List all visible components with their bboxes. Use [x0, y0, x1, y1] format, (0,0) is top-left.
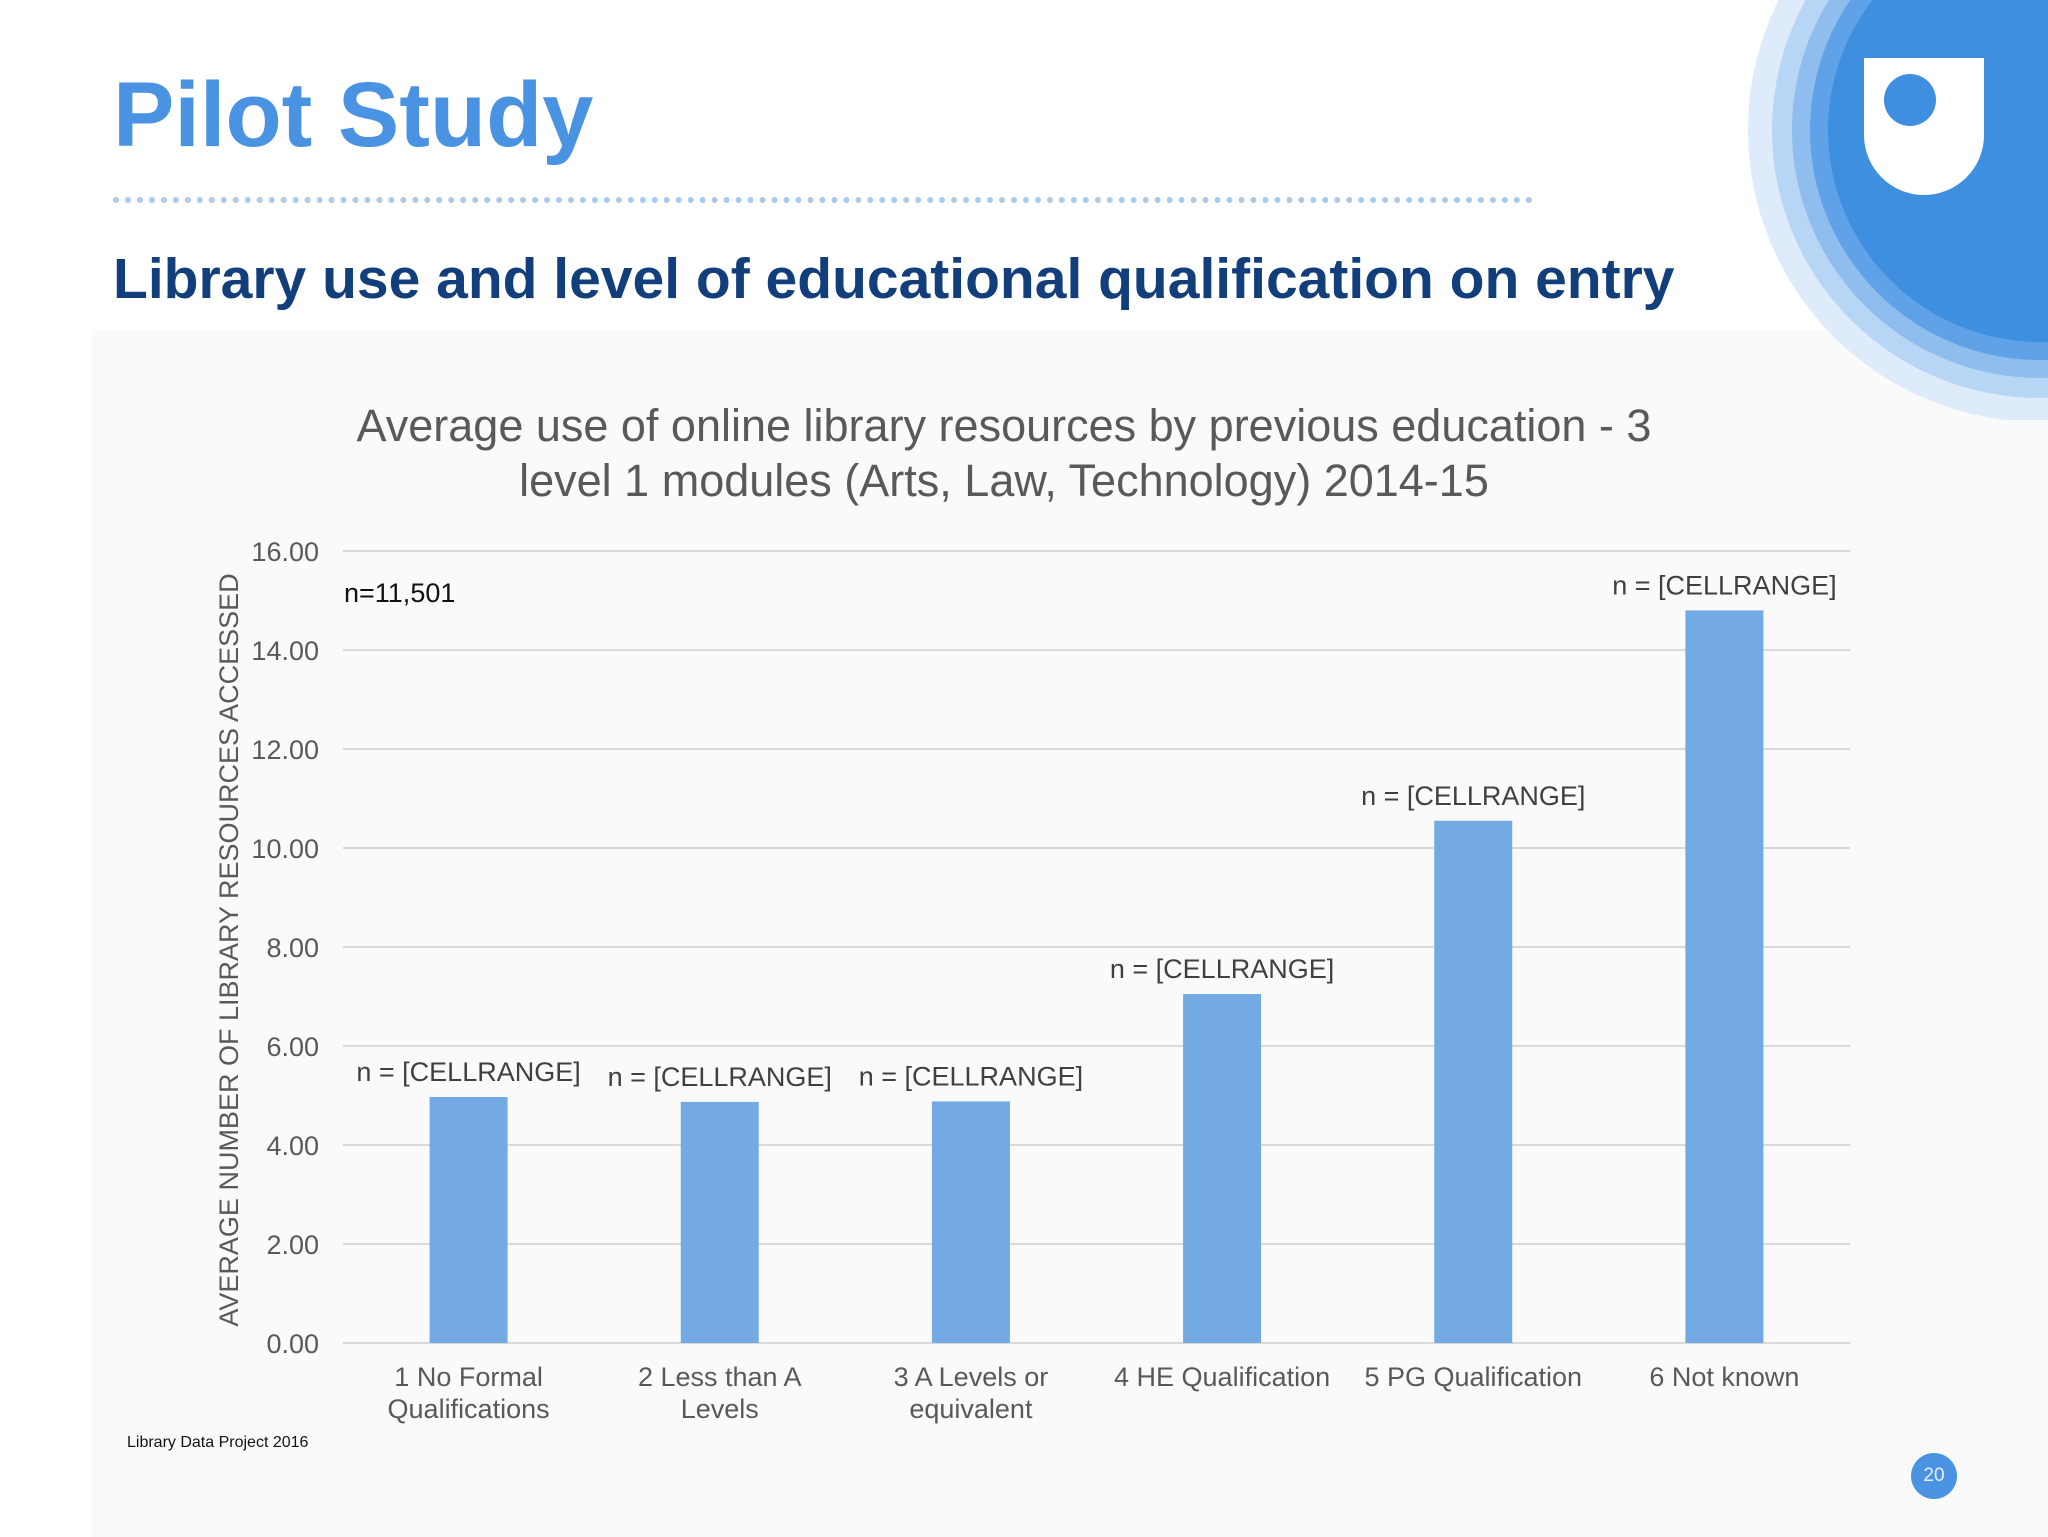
- bar: [1183, 994, 1262, 1343]
- dotted-divider: [113, 197, 1533, 203]
- bar-data-label: n = [CELLRANGE]: [1110, 954, 1334, 984]
- page-number-badge: 20: [1911, 1453, 1957, 1499]
- x-tick-label: 6 Not known: [1649, 1362, 1799, 1392]
- x-tick-label: 2 Less than A: [638, 1362, 802, 1392]
- y-tick-label: 10.00: [251, 834, 319, 864]
- y-tick-label: 8.00: [266, 933, 319, 963]
- bar-data-label: n = [CELLRANGE]: [356, 1057, 580, 1087]
- y-axis-ticks: 0.00 2.00 4.00 6.00 8.00 10.00 12.00 14.00 16.00: [251, 537, 319, 1359]
- sample-size-annotation: n=11,501: [344, 578, 455, 608]
- footer-source: Library Data Project 2016: [127, 1434, 309, 1451]
- x-tick-label: Qualifications: [388, 1394, 550, 1424]
- open-university-logo: [1748, 0, 2048, 420]
- bar: [931, 1101, 1010, 1343]
- chart-title-line-1: Average use of online library resources …: [357, 400, 1652, 451]
- bar-data-label: n = [CELLRANGE]: [1612, 570, 1836, 600]
- y-tick-label: 0.00: [266, 1329, 319, 1359]
- y-tick-label: 14.00: [251, 636, 319, 666]
- x-tick-label: 5 PG Qualification: [1364, 1362, 1582, 1392]
- bar: [1685, 610, 1764, 1343]
- chart-title-line-2: level 1 modules (Arts, Law, Technology) …: [519, 455, 1489, 506]
- bars: [429, 610, 1764, 1343]
- y-tick-label: 12.00: [251, 735, 319, 765]
- y-tick-label: 16.00: [251, 537, 319, 567]
- y-tick-label: 2.00: [266, 1230, 319, 1260]
- gridlines: [343, 550, 1850, 1344]
- slide-subtitle: Library use and level of educational qua…: [113, 247, 1675, 311]
- y-axis-label: AVERAGE NUMBER OF LIBRARY RESOURCES ACCE…: [214, 573, 244, 1326]
- x-tick-label: 3 A Levels or: [894, 1362, 1049, 1392]
- slide-title: Pilot Study: [113, 64, 594, 166]
- y-tick-label: 4.00: [266, 1131, 319, 1161]
- x-tick-label: 1 No Formal: [394, 1362, 543, 1392]
- x-tick-label: equivalent: [909, 1394, 1033, 1424]
- bar-data-label: n = [CELLRANGE]: [859, 1061, 1083, 1091]
- y-tick-label: 6.00: [266, 1032, 319, 1062]
- bar: [680, 1101, 759, 1343]
- x-tick-label: 4 HE Qualification: [1114, 1362, 1330, 1392]
- chart-title: Average use of online library resources …: [357, 400, 1652, 506]
- data-labels: n = [CELLRANGE] n = [CELLRANGE] n = [CELLR…: [356, 570, 1836, 1092]
- bar-data-label: n = [CELLRANGE]: [608, 1062, 832, 1092]
- bar: [1434, 820, 1513, 1343]
- x-tick-label: Levels: [681, 1394, 759, 1424]
- bar-data-label: n = [CELLRANGE]: [1361, 781, 1585, 811]
- bar: [429, 1096, 508, 1343]
